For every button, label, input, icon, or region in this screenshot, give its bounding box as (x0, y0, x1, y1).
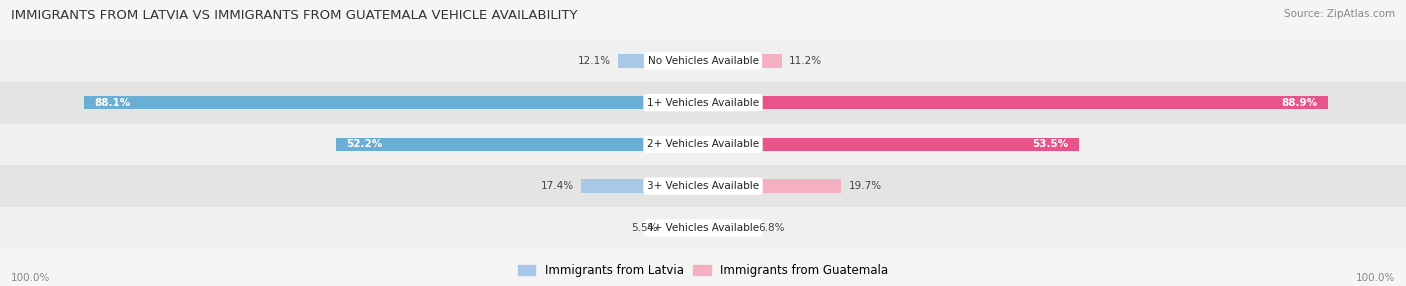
Bar (703, 221, 751, 235)
Text: 12.1%: 12.1% (578, 56, 612, 66)
Bar (703, 96, 1329, 110)
Text: 19.7%: 19.7% (849, 181, 882, 191)
Bar (703, 138, 1080, 151)
Text: 3+ Vehicles Available: 3+ Vehicles Available (647, 181, 759, 191)
Text: Source: ZipAtlas.com: Source: ZipAtlas.com (1284, 9, 1395, 19)
Bar (84, 96, 703, 110)
Bar (336, 138, 703, 151)
Text: 17.4%: 17.4% (540, 181, 574, 191)
Text: 88.9%: 88.9% (1281, 98, 1317, 108)
Bar (619, 54, 703, 68)
Text: IMMIGRANTS FROM LATVIA VS IMMIGRANTS FROM GUATEMALA VEHICLE AVAILABILITY: IMMIGRANTS FROM LATVIA VS IMMIGRANTS FRO… (11, 9, 578, 21)
Text: 11.2%: 11.2% (789, 56, 823, 66)
Text: 6.8%: 6.8% (758, 223, 785, 233)
Text: 52.2%: 52.2% (346, 140, 382, 149)
Text: 100.0%: 100.0% (11, 273, 51, 283)
Text: No Vehicles Available: No Vehicles Available (648, 56, 758, 66)
Text: 1+ Vehicles Available: 1+ Vehicles Available (647, 98, 759, 108)
Bar (703, 54, 782, 68)
Bar (703, 179, 841, 193)
Text: 88.1%: 88.1% (94, 98, 131, 108)
Legend: Immigrants from Latvia, Immigrants from Guatemala: Immigrants from Latvia, Immigrants from … (517, 264, 889, 277)
Text: 53.5%: 53.5% (1032, 140, 1069, 149)
Text: 4+ Vehicles Available: 4+ Vehicles Available (647, 223, 759, 233)
Bar (665, 221, 703, 235)
Text: 2+ Vehicles Available: 2+ Vehicles Available (647, 140, 759, 149)
Text: 100.0%: 100.0% (1355, 273, 1395, 283)
Text: 5.5%: 5.5% (631, 223, 657, 233)
Bar (581, 179, 703, 193)
